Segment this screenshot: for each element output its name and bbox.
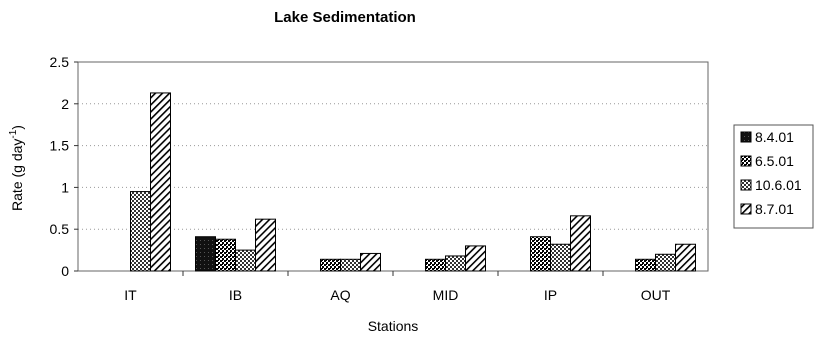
- x-axis-label: Stations: [368, 318, 419, 334]
- bar-8.7.01-IB: [255, 218, 276, 272]
- y-tick-label: 1.5: [50, 138, 70, 154]
- bar-10.6.01-IT: [130, 191, 151, 272]
- bars: [130, 92, 696, 272]
- legend-entries: 8.4.01 6.5.01 10.6.01 8.7.01: [740, 129, 802, 217]
- legend-label: 8.4.01: [755, 129, 794, 145]
- y-axis-label-main: Rate (g day: [9, 139, 25, 211]
- x-tick-label: OUT: [641, 287, 671, 303]
- x-tick-label: IB: [229, 287, 242, 303]
- bar-8.7.01-AQ: [360, 252, 381, 272]
- x-tick-label: AQ: [330, 287, 350, 303]
- bar-10.6.01-IB: [235, 249, 256, 272]
- bar-10.6.01-AQ: [340, 258, 361, 272]
- legend-label: 6.5.01: [755, 153, 794, 169]
- svg-text:Rate (g day-1): Rate (g day-1): [8, 125, 25, 211]
- y-tick-label: 0.5: [50, 221, 70, 237]
- bar-10.6.01-MID: [445, 255, 466, 272]
- y-axis: 0 0.5 1 1.5 2 2.5: [50, 54, 78, 279]
- y-tick-label: 2: [61, 96, 69, 112]
- bar-10.6.01-OUT: [655, 253, 676, 272]
- bar-6.5.01-IB: [215, 238, 236, 272]
- x-tick-label: MID: [433, 287, 459, 303]
- y-tick-label: 0: [61, 263, 69, 279]
- bar-10.6.01-IP: [550, 243, 571, 272]
- bar-6.5.01-IP: [530, 236, 551, 272]
- bar-8.7.01-IT: [150, 92, 171, 272]
- legend: 8.4.01 6.5.01 10.6.01 8.7.01: [733, 124, 814, 229]
- bar-8.7.01-OUT: [675, 243, 696, 272]
- chart-title: Lake Sedimentation: [274, 9, 416, 26]
- x-axis: IT IB AQ MID IP OUT: [124, 271, 671, 303]
- x-tick-label: IP: [544, 287, 557, 303]
- bar-8.7.01-IP: [570, 215, 591, 272]
- legend-label: 8.7.01: [755, 201, 794, 217]
- bar-6.5.01-MID: [425, 258, 446, 272]
- legend-label: 10.6.01: [755, 177, 802, 193]
- plot-area: [77, 61, 709, 272]
- y-axis-label-suffix: ): [9, 125, 25, 130]
- y-axis-label-superscript: -1: [8, 129, 19, 138]
- bar-6.5.01-AQ: [320, 258, 341, 272]
- legend-swatch: [740, 155, 752, 167]
- legend-swatch: [740, 203, 752, 215]
- bar-8.7.01-MID: [465, 245, 486, 272]
- legend-swatch: [740, 179, 752, 191]
- y-tick-label: 2.5: [50, 54, 70, 70]
- legend-swatch: [740, 131, 752, 143]
- y-tick-label: 1: [61, 179, 69, 195]
- bar-6.5.01-OUT: [635, 258, 656, 272]
- x-tick-label: IT: [124, 287, 137, 303]
- y-axis-label: Rate (g day-1): [8, 125, 25, 211]
- gridlines: [78, 103, 708, 230]
- bar-8.4.01-IB: [195, 236, 216, 272]
